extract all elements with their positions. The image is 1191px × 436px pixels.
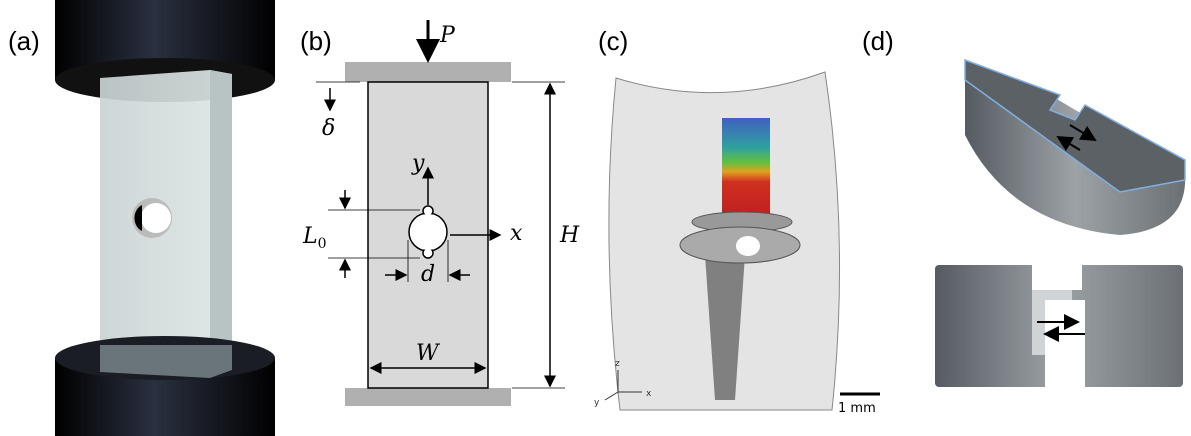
- label: d: [421, 262, 435, 287]
- shape: [345, 62, 511, 82]
- shape: [141, 203, 171, 233]
- panel-a: (a): [8, 0, 275, 436]
- label: W: [416, 341, 441, 366]
- shape: [1045, 300, 1085, 387]
- label: z: [615, 359, 620, 369]
- label: H: [559, 223, 580, 248]
- label: y: [411, 151, 425, 176]
- label: (c): [598, 26, 628, 56]
- panel-b: (b) P δ y x L0 d H W: [300, 20, 580, 406]
- shape: [210, 70, 232, 378]
- label: (d): [862, 26, 894, 56]
- notch-length-sub: 0: [318, 236, 327, 252]
- shape: [722, 118, 770, 216]
- label: x: [510, 221, 523, 246]
- label: (a): [8, 26, 40, 56]
- shape: L0: [302, 224, 327, 252]
- label: x: [646, 389, 652, 399]
- notch-length: L: [302, 224, 318, 249]
- panel-d: (d): [862, 26, 1185, 387]
- figure: (a) (b) P δ y x L0 d H W z y x 1 mm (c) …: [0, 0, 1191, 436]
- label: δ: [322, 116, 335, 141]
- panel-c: z y x 1 mm (c): [594, 26, 880, 416]
- shape: [410, 214, 446, 250]
- label: P: [439, 23, 456, 48]
- shape: [736, 236, 760, 256]
- label: 1 mm: [838, 401, 876, 416]
- label: y: [594, 398, 600, 408]
- shape: [345, 388, 511, 406]
- label: (b): [300, 26, 332, 56]
- shape: [1032, 265, 1082, 290]
- shape: [605, 392, 618, 400]
- shape: [100, 345, 232, 378]
